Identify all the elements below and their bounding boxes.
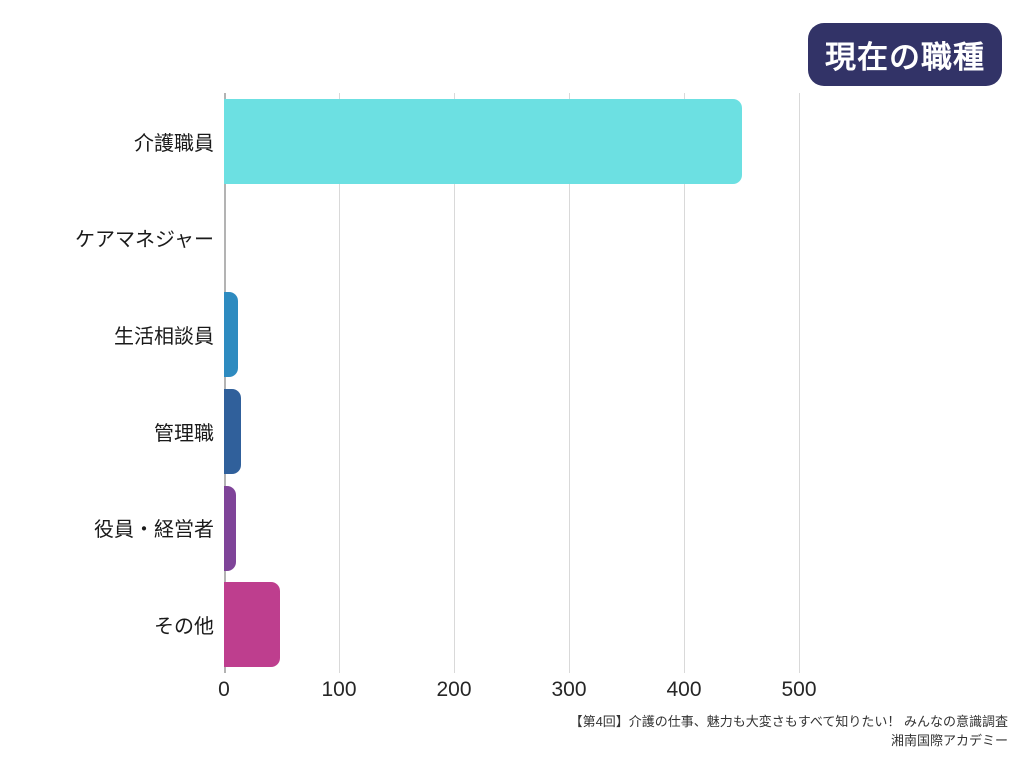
source-line-1: 【第4回】介護の仕事、魅力も大変さもすべて知りたい！ みんなの意識調査 (569, 714, 1008, 729)
chart-title-text: 現在の職種 (825, 40, 985, 75)
x-tick-label: 300 (551, 678, 587, 701)
chart-title-badge: 現在の職種 (808, 23, 1002, 86)
x-tick-label: 200 (436, 678, 472, 701)
gridline (684, 93, 685, 673)
bar-0 (224, 98, 742, 184)
x-tick-label: 500 (781, 678, 817, 701)
x-tick-label: 100 (321, 678, 357, 701)
category-label: その他 (154, 616, 214, 639)
y-axis-line (224, 93, 226, 673)
category-label: 生活相談員 (114, 326, 214, 349)
category-axis: 介護職員ケアマネジャー生活相談員管理職役員・経営者その他 (30, 93, 214, 673)
bar-3 (224, 388, 242, 474)
bar-2 (224, 292, 238, 378)
gridline (799, 93, 800, 673)
bar-chart-plot-area (224, 93, 800, 673)
source-note: 【第4回】介護の仕事、魅力も大変さもすべて知りたい！ みんなの意識調査 湘南国際… (570, 712, 1008, 750)
category-label: 役員・経営者 (94, 519, 214, 542)
gridline (569, 93, 570, 673)
source-line-2: 湘南国際アカデミー (890, 733, 1008, 748)
category-label: 介護職員 (134, 132, 214, 155)
category-label: ケアマネジャー (75, 229, 214, 252)
category-label: 管理職 (154, 422, 214, 445)
gridline (339, 93, 340, 673)
x-tick-label: 0 (218, 678, 230, 701)
bar-5 (224, 582, 281, 668)
x-axis: 0 100 200 300 400 500 (218, 678, 816, 704)
bar-4 (224, 485, 236, 571)
x-tick-label: 400 (666, 678, 702, 701)
gridline (454, 93, 455, 673)
